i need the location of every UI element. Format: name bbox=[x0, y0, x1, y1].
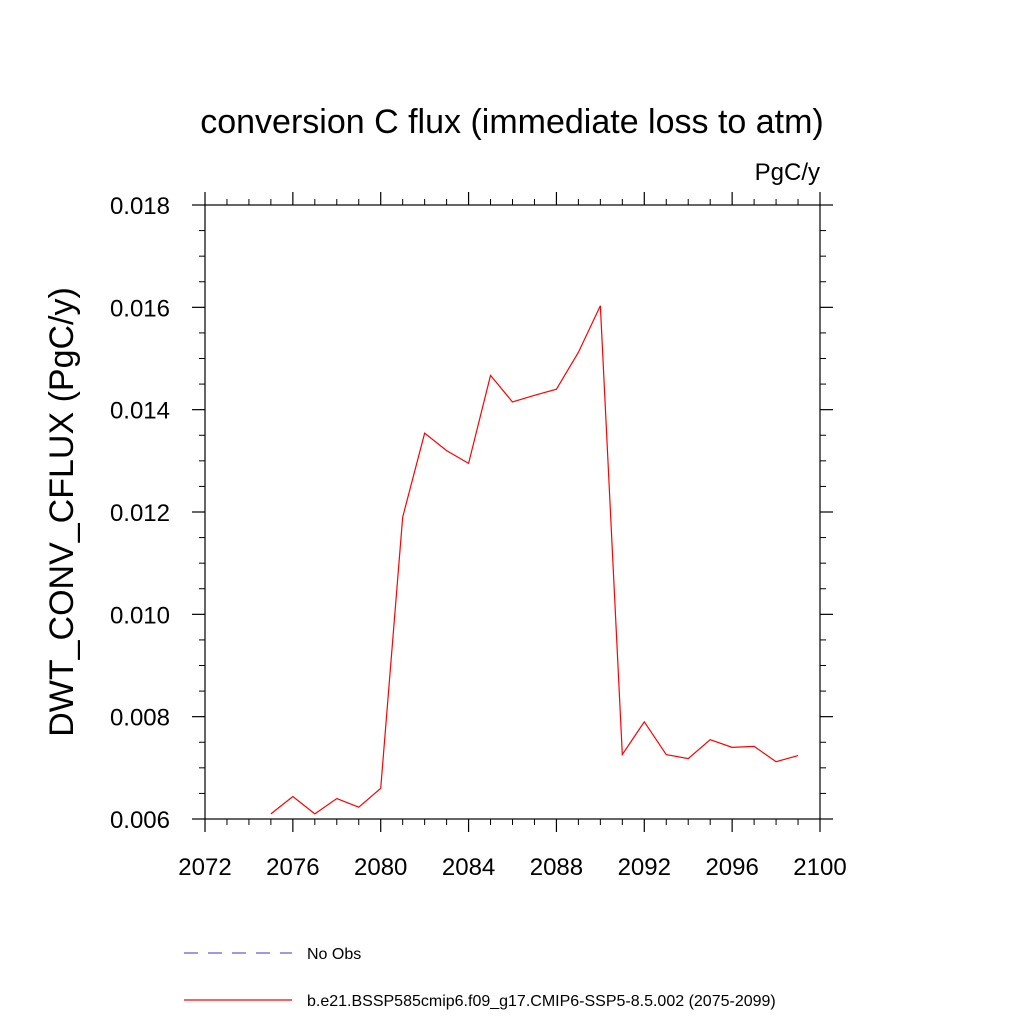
axes: 2072 2076 2080 2084 2088 2092 2096 2100 0.006 0.0… bbox=[110, 192, 847, 881]
x-tick-label: 2076 bbox=[266, 854, 319, 881]
y-tick-label: 0.014 bbox=[110, 398, 170, 425]
y-tick-label: 0.006 bbox=[110, 807, 170, 834]
legend: No Obs b.e21.BSSP585cmip6.f09_g17.CMIP6-S… bbox=[184, 946, 776, 1010]
series-line-1 bbox=[270, 305, 799, 815]
y-tick-label: 0.010 bbox=[110, 602, 170, 629]
legend-label-0: No Obs bbox=[307, 946, 361, 963]
y-tick-label: 0.012 bbox=[110, 500, 170, 527]
y-axis-label: DWT_CONV_CFLUX (PgC/y) bbox=[43, 287, 81, 737]
y-tick-label: 0.016 bbox=[110, 295, 170, 322]
y-tick-label: 0.018 bbox=[110, 193, 170, 220]
x-tick-label: 2072 bbox=[178, 854, 231, 881]
units-label: PgC/y bbox=[755, 159, 820, 186]
x-tick-label: 2088 bbox=[530, 854, 583, 881]
plot-area bbox=[270, 305, 799, 815]
x-tick-label: 2100 bbox=[793, 854, 846, 881]
x-tick-label: 2092 bbox=[618, 854, 671, 881]
legend-label-1: b.e21.BSSP585cmip6.f09_g17.CMIP6-SSP5-8.… bbox=[307, 993, 776, 1010]
y-tick-label: 0.008 bbox=[110, 705, 170, 732]
x-tick-label: 2096 bbox=[705, 854, 758, 881]
x-tick-label: 2080 bbox=[354, 854, 407, 881]
plot-frame bbox=[204, 204, 821, 820]
x-tick-label: 2084 bbox=[442, 854, 495, 881]
chart-title: conversion C flux (immediate loss to atm… bbox=[200, 103, 824, 141]
